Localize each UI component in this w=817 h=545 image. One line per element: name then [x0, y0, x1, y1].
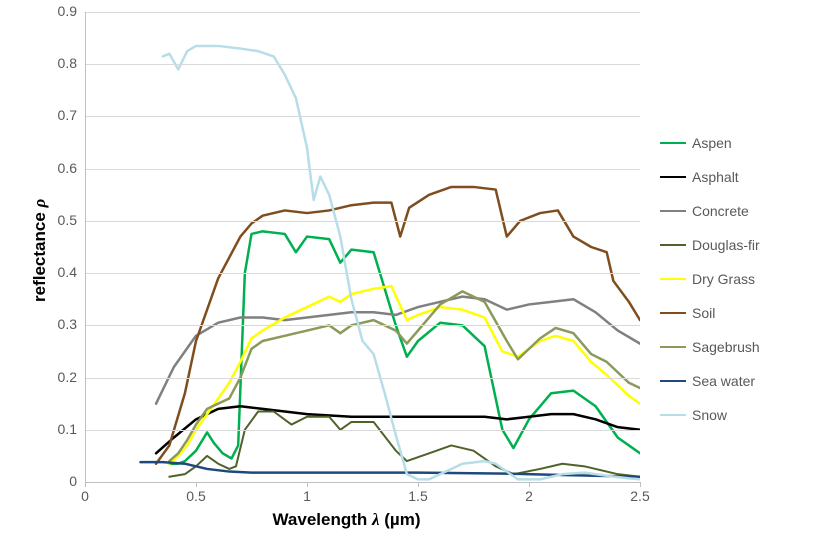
legend-label: Dry Grass [692, 271, 755, 287]
x-tick-label: 2 [509, 488, 549, 504]
x-tick-mark [640, 482, 641, 487]
grid-line [85, 221, 640, 222]
x-axis-line [85, 482, 640, 483]
legend-swatch [660, 210, 686, 212]
grid-line [85, 430, 640, 431]
grid-line [85, 325, 640, 326]
y-tick-label: 0.8 [45, 55, 77, 71]
legend-label: Asphalt [692, 169, 739, 185]
grid-line [85, 64, 640, 65]
legend-item-sea-water: Sea water [660, 373, 810, 389]
legend-swatch [660, 176, 686, 178]
legend-item-aspen: Aspen [660, 135, 810, 151]
legend-swatch [660, 312, 686, 314]
legend-label: Sagebrush [692, 339, 760, 355]
x-title-suffix: (µm) [380, 510, 421, 529]
legend-swatch [660, 142, 686, 144]
y-tick-label: 0.4 [45, 264, 77, 280]
x-tick-label: 0.5 [176, 488, 216, 504]
legend-swatch [660, 244, 686, 246]
legend-item-concrete: Concrete [660, 203, 810, 219]
x-tick-label: 1 [287, 488, 327, 504]
legend-label: Concrete [692, 203, 749, 219]
legend-label: Sea water [692, 373, 755, 389]
legend-item-snow: Snow [660, 407, 810, 423]
legend-label: Aspen [692, 135, 732, 151]
y-axis-line [85, 12, 86, 482]
x-title-prefix: Wavelength [273, 510, 373, 529]
x-tick-label: 0 [65, 488, 105, 504]
legend-item-dry-grass: Dry Grass [660, 271, 810, 287]
x-title-symbol: λ [372, 510, 380, 529]
legend-swatch [660, 380, 686, 382]
x-tick-label: 1.5 [398, 488, 438, 504]
grid-line [85, 273, 640, 274]
plot-area [85, 12, 640, 482]
legend: Aspen Asphalt Concrete Douglas-fir Dry Grass… [660, 130, 810, 441]
legend-swatch [660, 278, 686, 280]
legend-swatch [660, 346, 686, 348]
y-tick-label: 0.5 [45, 212, 77, 228]
x-tick-label: 2.5 [620, 488, 660, 504]
plot-svg [85, 12, 640, 482]
x-axis-title: Wavelength λ (µm) [273, 510, 421, 530]
y-tick-label: 0.9 [45, 3, 77, 19]
y-tick-label: 0 [45, 473, 77, 489]
grid-line [85, 169, 640, 170]
series-concrete [156, 297, 640, 404]
grid-line [85, 12, 640, 13]
reflectance-chart: reflectance ρ Wavelength λ (µm) AspenAsp… [0, 0, 817, 545]
legend-item-asphalt: Asphalt [660, 169, 810, 185]
grid-line [85, 116, 640, 117]
legend-item-soil: Soil [660, 305, 810, 321]
y-title-symbol: ρ [30, 199, 49, 208]
legend-swatch [660, 414, 686, 416]
y-tick-label: 0.2 [45, 369, 77, 385]
grid-line [85, 378, 640, 379]
y-tick-label: 0.6 [45, 160, 77, 176]
y-tick-label: 0.3 [45, 316, 77, 332]
legend-label: Snow [692, 407, 727, 423]
legend-label: Douglas-fir [692, 237, 760, 253]
legend-label: Soil [692, 305, 715, 321]
y-tick-label: 0.1 [45, 421, 77, 437]
legend-item-douglas-fir: Douglas-fir [660, 237, 810, 253]
legend-item-sagebrush: Sagebrush [660, 339, 810, 355]
y-tick-label: 0.7 [45, 107, 77, 123]
